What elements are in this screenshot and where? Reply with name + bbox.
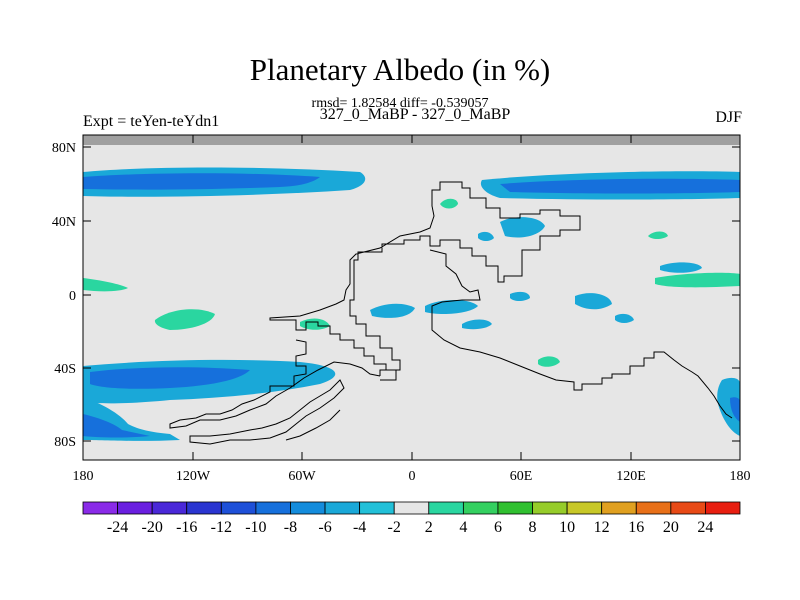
lon-label-60e: 60E <box>510 469 533 484</box>
lat-label-80s: 80S <box>54 435 76 450</box>
continent-southam-a <box>169 339 381 429</box>
colorbar-label: 16 <box>628 519 644 536</box>
pos-anomaly-east-tropics <box>655 272 740 288</box>
lat-label-0: 0 <box>69 289 76 304</box>
lon-label-120w: 120W <box>176 469 211 484</box>
lat-label-80n: 80N <box>52 141 76 156</box>
pos-anomaly-north-2 <box>648 231 668 239</box>
colorbar-label: 8 <box>529 519 537 536</box>
colorbar-swatch <box>186 501 222 515</box>
colorbar-swatch <box>393 501 430 515</box>
lat-label-40n: 40N <box>52 215 76 230</box>
colorbar-label: -20 <box>141 519 162 536</box>
neg-anomaly-equator-5 <box>575 293 612 310</box>
lat-label-40s: 40S <box>54 362 76 377</box>
colorbar-swatch <box>82 501 118 515</box>
colorbar-label: 10 <box>559 519 575 536</box>
colorbar-swatch <box>151 501 188 515</box>
continent-africa <box>429 249 733 419</box>
colorbar-swatch <box>117 501 153 515</box>
neg-anomaly-north-west-core <box>83 173 320 190</box>
colorbar-label: -6 <box>318 519 331 536</box>
colorbar-label: 6 <box>494 519 502 536</box>
colorbar-label: 24 <box>697 519 713 536</box>
colorbar-label: -8 <box>284 519 297 536</box>
lon-label-60w: 60W <box>288 469 316 484</box>
colorbar-swatch <box>324 501 361 515</box>
colorbar-label: 2 <box>425 519 433 536</box>
chart-title: Planetary Albedo (in %) <box>249 52 551 87</box>
colorbar-label: -10 <box>245 519 266 536</box>
colorbar-label: -12 <box>211 519 232 536</box>
continent-mainland-south <box>379 369 397 381</box>
subtitle: 327_0_MaBP - 327_0_MaBP <box>319 106 511 123</box>
neg-anomaly-equator-6 <box>615 313 634 323</box>
pos-anomaly-pacific <box>154 309 215 330</box>
continent-outlines <box>169 181 733 445</box>
pos-anomaly-sam <box>300 318 330 330</box>
colorbar-swatch <box>635 501 672 515</box>
lon-label-180e: 180 <box>730 469 751 484</box>
axis-ticks <box>82 135 741 460</box>
colorbar-swatch <box>566 501 603 515</box>
pos-anomaly-africa <box>538 356 560 367</box>
colorbar-swatch <box>220 501 257 515</box>
continent-inner-gulf <box>285 409 341 441</box>
colorbar: -24 -20 -16 -12 -10 -8 -6 -4 -2 2 4 6 8 10 12 16 20 24 <box>82 501 741 536</box>
colorbar-swatch <box>497 501 533 515</box>
colorbar-swatch <box>428 501 464 515</box>
colorbar-swatch <box>532 501 568 515</box>
colorbar-swatch <box>462 501 499 515</box>
neg-anomaly-north-east-core <box>500 178 740 194</box>
map-field <box>83 135 740 460</box>
neg-anomaly-equator-4 <box>462 319 492 330</box>
pos-anomaly-west-tropics <box>83 278 128 292</box>
continent-north <box>269 181 581 371</box>
pos-anomaly-north-1 <box>440 198 458 209</box>
neg-anomaly-asia <box>500 217 545 238</box>
continent-southam-b <box>189 379 345 445</box>
colorbar-label: 12 <box>594 519 610 536</box>
neg-anomaly-south-ocean-core <box>90 367 250 389</box>
lon-label-0: 0 <box>409 469 416 484</box>
colorbar-label: 20 <box>663 519 679 536</box>
colorbar-label: -2 <box>388 519 401 536</box>
lon-label-180w: 180 <box>73 469 94 484</box>
colorbar-label: 4 <box>459 519 467 536</box>
colorbar-label: -16 <box>176 519 197 536</box>
neg-anomaly-south-east-core <box>730 397 740 422</box>
colorbar-swatch <box>290 501 326 515</box>
colorbar-swatch <box>359 501 395 515</box>
colorbar-swatch <box>601 501 637 515</box>
season-label: DJF <box>715 109 742 126</box>
neg-anomaly-south-east <box>717 377 740 436</box>
colorbar-swatch <box>670 501 706 515</box>
neg-anomaly-asia-2 <box>478 231 494 241</box>
stats-line: rmsd= 1.82584 diff= -0.539057 <box>311 96 489 111</box>
neg-anomaly-equator-3 <box>510 291 530 301</box>
colorbar-swatch <box>705 501 741 515</box>
neg-anomaly-south-coast-core <box>83 414 150 438</box>
colorbar-label: -4 <box>353 519 366 536</box>
experiment-label: Expt = teYen-teYdn1 <box>83 113 220 130</box>
colorbar-label: -24 <box>107 519 128 536</box>
neg-anomaly-east-mid <box>660 262 702 273</box>
lon-label-120e: 120E <box>616 469 646 484</box>
neg-anomaly-equator-1 <box>370 303 415 318</box>
colorbar-swatch <box>255 501 291 515</box>
